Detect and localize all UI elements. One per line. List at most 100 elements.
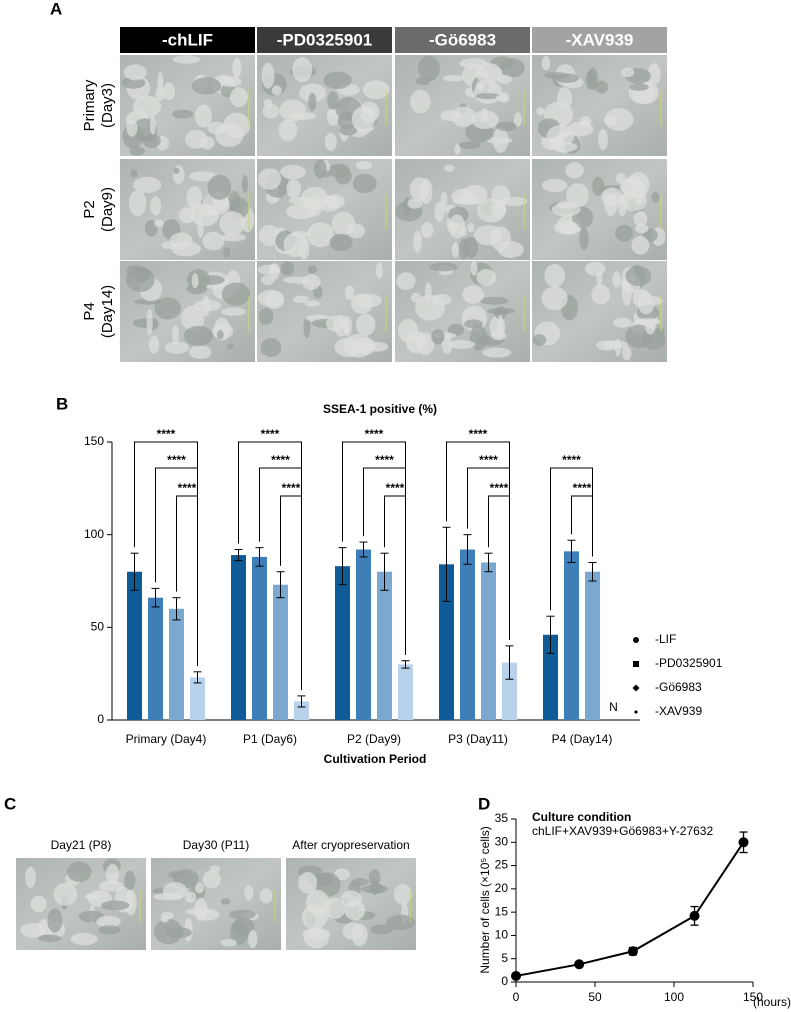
y-tick-label: 0 [501, 974, 508, 988]
bar [481, 562, 496, 720]
cell-colony [126, 119, 138, 137]
cell-colony [280, 164, 306, 180]
bar [439, 564, 454, 720]
legend-marker [632, 684, 640, 692]
cell-colony [325, 194, 345, 209]
bar [127, 571, 142, 720]
micrograph [532, 55, 667, 156]
cell-colony [476, 268, 497, 286]
cell-colony [172, 55, 201, 64]
cell-colony [324, 132, 337, 151]
cell-colony [164, 341, 189, 354]
significance-label: **** [261, 427, 280, 441]
micrograph [257, 159, 392, 260]
cell-colony [124, 889, 137, 916]
cell-colony [500, 58, 525, 78]
cell-colony [305, 889, 330, 916]
y-tick-label: 30 [495, 834, 509, 848]
column-header-bg [257, 27, 392, 53]
cell-colony [53, 882, 78, 906]
cell-colony [220, 233, 246, 242]
cell-colony [595, 80, 609, 94]
cell-colony [536, 107, 545, 116]
cell-colony [323, 71, 352, 89]
x-tick-label: 100 [664, 990, 684, 1004]
bar [335, 566, 350, 720]
cell-colony [405, 330, 428, 354]
cell-colony [293, 295, 310, 304]
cell-colony [461, 185, 488, 205]
cell-colony [334, 868, 350, 881]
cell-colony [470, 261, 478, 276]
cell-colony [133, 95, 162, 118]
cell-colony [323, 897, 346, 920]
cell-colony [612, 271, 621, 288]
micrograph [532, 261, 667, 362]
cell-colony [149, 116, 156, 135]
cell-colony [362, 80, 390, 100]
bar [585, 571, 600, 720]
cell-colony [257, 264, 280, 275]
cell-colony [248, 930, 258, 949]
cell-colony [154, 297, 182, 320]
cell-colony [186, 283, 208, 295]
error-bar [234, 548, 243, 562]
cell-colony [385, 914, 416, 931]
x-tick-label: P1 (Day6) [243, 732, 297, 746]
y-tick-label: 50 [91, 620, 105, 634]
error-bar [463, 534, 472, 565]
cell-colony [415, 294, 446, 321]
image-label: Day30 (P11) [183, 838, 249, 852]
significance-label: **** [167, 453, 186, 467]
y-tick-label: 20 [495, 881, 509, 895]
cell-colony [442, 74, 464, 82]
micrograph [151, 858, 281, 950]
cell-colony [25, 866, 37, 888]
cell-colony [615, 224, 634, 242]
cell-colony [482, 347, 512, 358]
cell-colony [169, 232, 193, 250]
data-point [627, 946, 638, 957]
x-unit: (hours) [753, 995, 791, 1009]
cell-colony [463, 236, 479, 259]
error-bar [380, 552, 389, 591]
cell-colony [96, 915, 121, 928]
y-tick-label: 100 [84, 527, 104, 541]
cell-colony [258, 224, 280, 247]
cell-colony [283, 232, 308, 258]
x-tick-label: P3 (Day11) [448, 732, 508, 746]
cell-colony [286, 179, 302, 199]
significance-bracket [384, 495, 406, 655]
data-point [689, 910, 700, 921]
y-tick-label: 0 [97, 712, 104, 726]
bar [564, 551, 579, 720]
cell-colony [220, 938, 237, 947]
cell-colony [259, 888, 273, 904]
cell-colony [290, 231, 312, 238]
cell-colony [189, 171, 218, 182]
cell-colony [486, 307, 516, 315]
cell-colony [355, 160, 373, 170]
cell-colony [262, 104, 280, 119]
cell-colony [229, 909, 256, 920]
cell-colony [220, 898, 231, 905]
cell-colony [148, 335, 160, 354]
y-tick-label: 150 [84, 434, 104, 448]
significance-bracket [134, 441, 198, 666]
cell-colony [278, 119, 298, 142]
bar [356, 549, 371, 720]
error-bar [276, 571, 285, 599]
column-header-bg [120, 27, 255, 53]
cell-colony [38, 934, 62, 943]
cell-colony [631, 236, 650, 255]
cell-colony [229, 87, 248, 108]
cell-colony [172, 165, 185, 185]
cell-colony [303, 316, 311, 338]
cell-colony [327, 91, 339, 110]
error-bar [172, 597, 181, 621]
cell-colony [371, 878, 378, 896]
cell-colony [621, 176, 643, 199]
cell-colony [198, 275, 225, 285]
panel-letter: B [56, 394, 68, 413]
